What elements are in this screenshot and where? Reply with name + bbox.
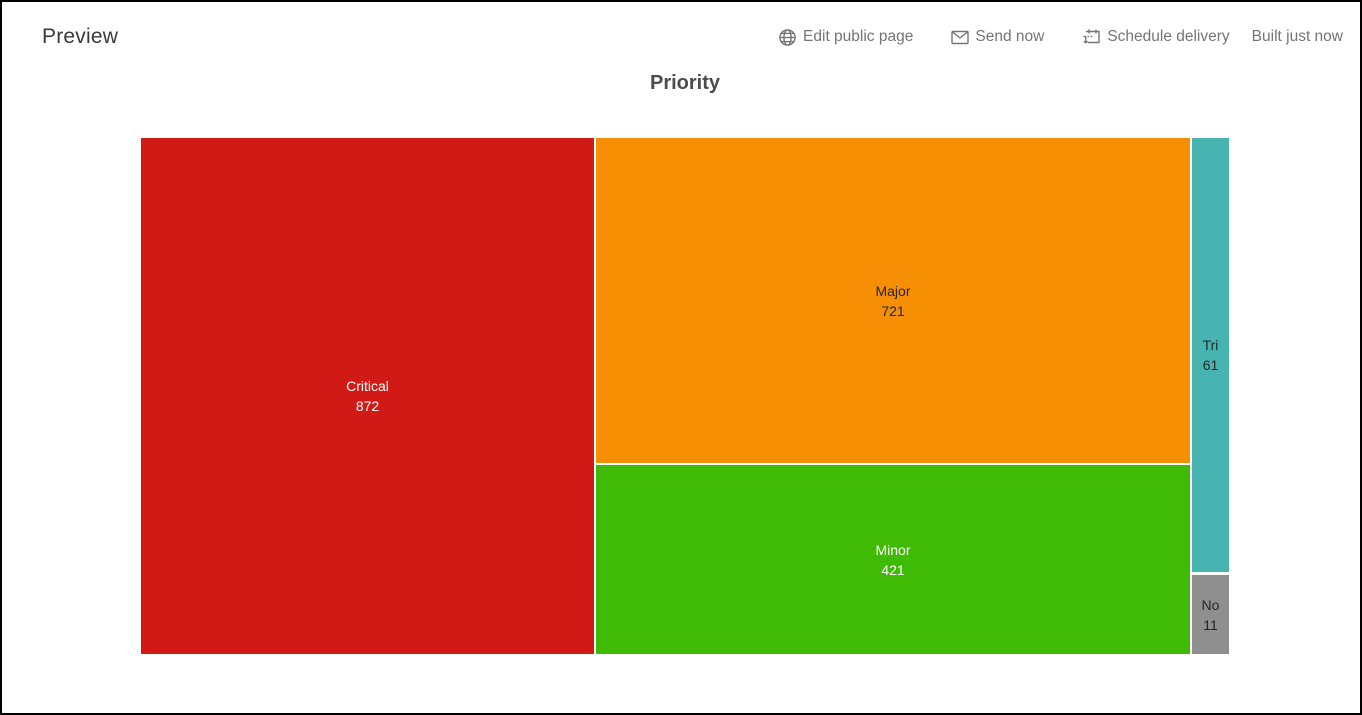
treemap-cell-major: Major 721 bbox=[596, 138, 1190, 463]
treemap-cell-label: Critical bbox=[346, 378, 389, 394]
page-title: Preview bbox=[42, 25, 119, 48]
treemap-cell-label: Major bbox=[875, 282, 911, 299]
header-actions: Edit public page Send now bbox=[778, 28, 1343, 47]
envelope-icon bbox=[951, 30, 970, 45]
header: Preview Edit public page bbox=[2, 2, 1360, 72]
treemap-cell-value: 872 bbox=[355, 398, 380, 414]
treemap-cell-critical: Critical 872 bbox=[141, 138, 594, 654]
treemap-cell-value: 11 bbox=[1203, 616, 1218, 633]
build-status: Built just now bbox=[1251, 28, 1343, 45]
chart-title: Priority bbox=[649, 72, 721, 94]
treemap-cell-label: Tri bbox=[1202, 337, 1219, 353]
globe-icon bbox=[778, 28, 797, 47]
edit-public-page-button[interactable]: Edit public page bbox=[778, 28, 913, 47]
treemap-cell-trivial: Tri 61 bbox=[1192, 138, 1229, 572]
treemap-cell-no-priority: No 11 bbox=[1192, 575, 1229, 654]
priority-treemap: Critical 872 Major 721 Minor 421 Tri 61 … bbox=[141, 138, 1229, 654]
schedule-delivery-icon bbox=[1082, 28, 1101, 46]
schedule-delivery-button[interactable]: Schedule delivery bbox=[1082, 28, 1230, 46]
send-now-label: Send now bbox=[975, 28, 1045, 45]
treemap-cell-minor: Minor 421 bbox=[596, 465, 1190, 654]
treemap-cell-value: 61 bbox=[1202, 357, 1219, 373]
send-now-button[interactable]: Send now bbox=[951, 28, 1044, 46]
treemap-cell-value: 421 bbox=[881, 561, 905, 578]
treemap-cell-label: Minor bbox=[875, 541, 911, 558]
treemap-cell-value: 721 bbox=[881, 302, 905, 319]
schedule-delivery-label: Schedule delivery bbox=[1107, 28, 1230, 45]
edit-public-page-label: Edit public page bbox=[803, 28, 914, 45]
treemap-cell-label: No bbox=[1201, 596, 1220, 613]
